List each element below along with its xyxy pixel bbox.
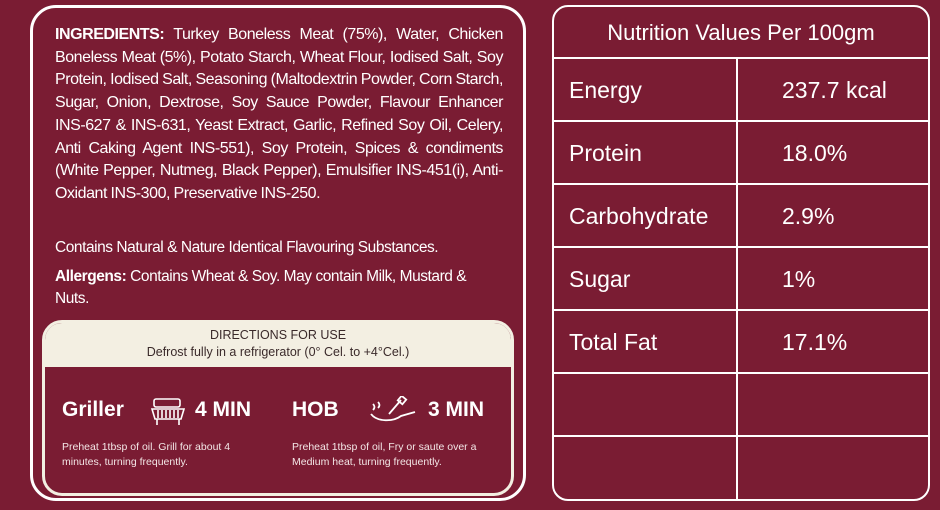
nutrient-value: 237.7 kcal [782, 77, 887, 103]
grill-icon [150, 398, 186, 425]
nutrition-row: Protein 18.0% [554, 122, 928, 185]
nutrient-value [738, 374, 928, 435]
nutrition-table: Nutrition Values Per 100gm Energy 237.7 k… [552, 5, 930, 501]
nutrition-title: Nutrition Values Per 100gm [554, 7, 928, 59]
nutrient-name: Protein [554, 122, 738, 183]
nutrient-name: Sugar [554, 248, 738, 309]
allergens-text: Allergens: Contains Wheat & Soy. May con… [55, 266, 503, 310]
griller-name: Griller [62, 398, 124, 421]
griller-time: 4 MIN [195, 398, 252, 421]
nutrition-row: Energy 237.7 kcal [554, 59, 928, 122]
hob-time: 3 MIN [428, 398, 485, 421]
griller-description: Preheat 1tbsp of oil. Grill for about 4 … [62, 441, 231, 468]
directions-box: DIRECTIONS FOR USE Defrost fully in a re… [42, 320, 514, 496]
flavouring-note: Contains Natural & Nature Identical Flav… [55, 239, 439, 256]
allergens-list: Contains Wheat & Soy. May contain Milk, … [55, 268, 467, 307]
nutrition-row: Carbohydrate 2.9% [554, 185, 928, 248]
nutrient-value [738, 437, 928, 499]
directions-title: DIRECTIONS FOR USE [209, 328, 347, 342]
nutrient-name: Energy [554, 59, 738, 120]
frying-pan-icon [370, 396, 416, 422]
nutrient-name: Carbohydrate [554, 185, 738, 246]
nutrient-name [554, 437, 738, 499]
directions-header: DIRECTIONS FOR USE Defrost fully in a re… [45, 323, 511, 367]
nutrient-name: Total Fat [554, 311, 738, 372]
nutrient-value: 17.1% [782, 329, 848, 355]
nutrient-name [554, 374, 738, 435]
ingredients-label: INGREDIENTS: [55, 26, 165, 43]
nutrition-row: Total Fat 17.1% [554, 311, 928, 374]
nutrition-row [554, 374, 928, 437]
hob-name: HOB [292, 398, 339, 421]
allergens-label: Allergens: [55, 268, 127, 285]
hob-description: Preheat 1tbsp of oil, Fry or saute over … [292, 441, 477, 468]
nutrition-row: Sugar 1% [554, 248, 928, 311]
defrost-instruction: Defrost fully in a refrigerator (0° Cel.… [146, 345, 410, 359]
nutrient-value: 1% [782, 266, 816, 292]
ingredients-text: INGREDIENTS: Turkey Boneless Meat (75%),… [55, 24, 503, 206]
nutrition-row [554, 437, 928, 499]
nutrient-value: 18.0% [782, 140, 848, 166]
ingredients-panel: INGREDIENTS: Turkey Boneless Meat (75%),… [30, 5, 526, 501]
nutrient-value: 2.9% [782, 203, 835, 229]
ingredients-list: Turkey Boneless Meat (75%), Water, Chick… [55, 26, 503, 202]
